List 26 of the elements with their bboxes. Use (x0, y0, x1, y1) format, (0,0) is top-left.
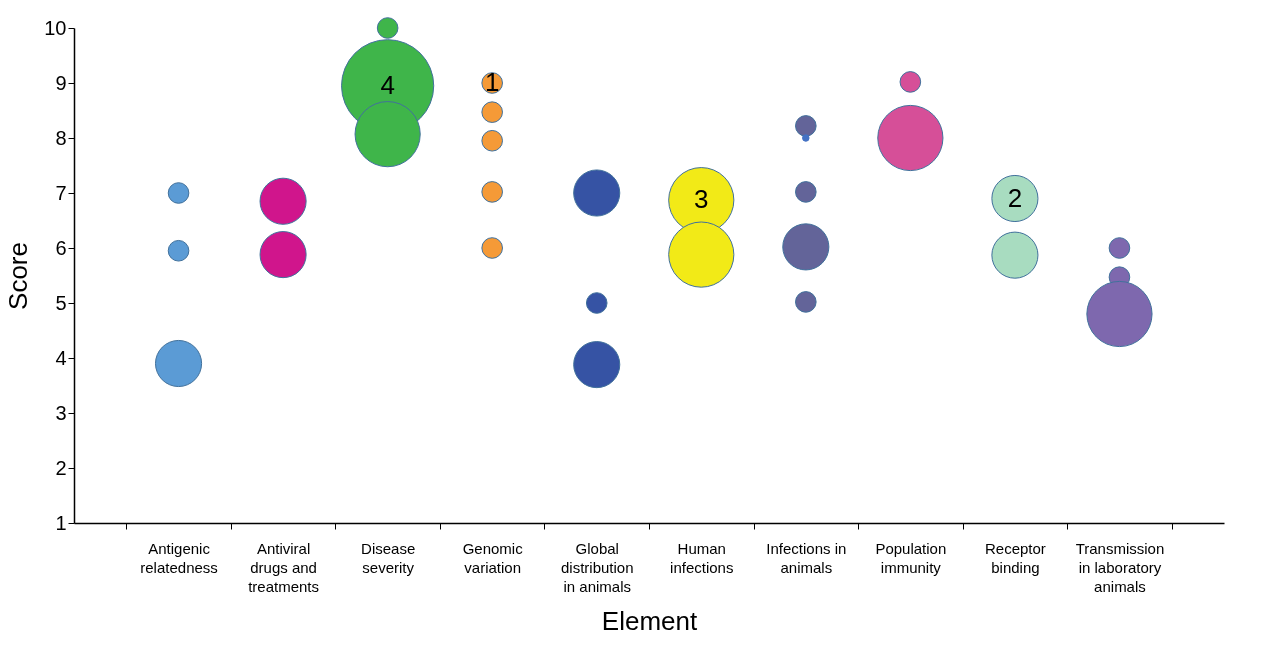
annotation: 3 (694, 184, 709, 215)
x-tick-label: Infections in animals (766, 539, 847, 576)
x-tick-label: Disease severity (361, 539, 416, 576)
x-tick-label: Human infections (670, 539, 734, 576)
y-tick-label: 7 (55, 181, 67, 204)
x-tick-label: Antiviral drugs and treatments (248, 539, 320, 595)
x-tick-label: Antigenic relatedness (140, 539, 218, 576)
x-axis-title: Element (601, 605, 698, 636)
y-tick-label: 8 (55, 126, 67, 149)
x-tick-label: Population immunity (875, 539, 947, 576)
x-tick-label: Transmission in laboratory animals (1075, 539, 1165, 595)
y-tick-label: 5 (55, 291, 67, 314)
y-tick-label: 2 (55, 456, 67, 479)
y-tick-label: 9 (55, 71, 67, 94)
annotation: 1 (484, 67, 500, 97)
y-tick-label: 6 (55, 236, 67, 259)
y-tick-label: 10 (44, 16, 67, 39)
x-tick-label: Genomic variation (462, 539, 524, 576)
y-tick-label: 3 (55, 401, 67, 424)
y-axis-title: Score (3, 242, 34, 310)
annotation: 2 (1007, 182, 1023, 213)
x-tick-label: Receptor binding (984, 539, 1046, 576)
y-tick-label: 1 (55, 511, 67, 534)
x-tick-label: Global distribution in animals (560, 539, 634, 595)
annotation: 4 (380, 69, 395, 100)
y-tick-label: 4 (55, 346, 67, 369)
